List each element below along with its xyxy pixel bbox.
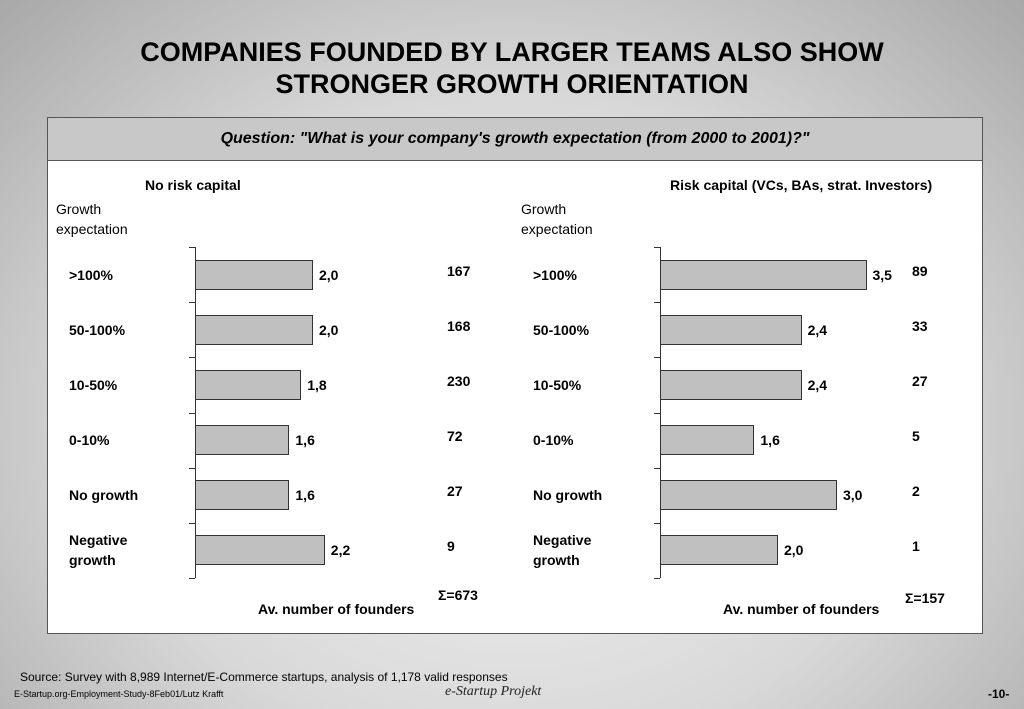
bar (660, 314, 802, 345)
axis-tick (654, 522, 660, 524)
bar (195, 314, 313, 345)
count-label: 2 (912, 483, 920, 500)
bar (660, 259, 867, 290)
y-axis-label: Growth expectation (56, 201, 128, 237)
chart-title: No risk capital (145, 177, 241, 193)
count-label: 33 (912, 317, 928, 334)
category-label: 0-10% (69, 432, 110, 449)
axis-tick (189, 302, 195, 304)
total-label: Σ=673 (438, 587, 478, 603)
category-label: No growth (69, 487, 139, 504)
chart-title: Risk capital (VCs, BAs, strat. Investors… (670, 177, 933, 193)
axis-tick (654, 302, 660, 304)
category-label: >100% (533, 266, 577, 283)
category-label: 50-100% (533, 321, 590, 338)
axis-tick (189, 247, 195, 248)
bar (195, 480, 290, 511)
total-label: Σ=157 (905, 590, 945, 606)
value-label: 2,0 (319, 321, 339, 338)
value-label: 3,5 (872, 266, 892, 283)
x-axis-label: Av. number of founders (258, 601, 415, 617)
category-label: 10-50% (69, 376, 118, 393)
value-label: 2,4 (807, 376, 828, 393)
footer: E-Startup.org-Employment-Study-8Feb01/Lu… (14, 689, 224, 699)
category-label: >100% (69, 266, 113, 283)
value-label: 2,0 (784, 542, 804, 559)
count-label: 9 (447, 538, 455, 555)
value-label: 3,0 (843, 487, 863, 504)
count-label: 167 (447, 262, 471, 279)
axis-tick (189, 578, 195, 579)
category-label: 10-50% (533, 376, 582, 393)
count-label: 89 (912, 262, 928, 279)
axis-tick (654, 578, 660, 579)
source: Source: Survey with 8,989 Internet/E-Com… (20, 670, 508, 684)
count-label: 230 (447, 372, 471, 389)
question: Question: "What is your company's growth… (48, 118, 982, 161)
axis-tick (654, 412, 660, 414)
bar (195, 425, 290, 456)
count-label: 168 (447, 317, 471, 334)
bar (660, 369, 802, 400)
category-label: Negative growth (533, 532, 592, 569)
value-label: 1,8 (307, 376, 327, 393)
bar (660, 425, 755, 456)
axis-tick (189, 412, 195, 414)
bar (660, 535, 778, 566)
count-label: 5 (912, 428, 920, 445)
axis-tick (189, 357, 195, 359)
category-label: Negative growth (69, 532, 128, 569)
value-label: 1,6 (295, 487, 315, 504)
chart-panel: Question: "What is your company's growth… (47, 117, 983, 634)
category-label: 0-10% (533, 432, 574, 449)
value-label: 2,2 (330, 542, 351, 559)
slide-title: COMPANIES FOUNDED BY LARGER TEAMS ALSO S… (140, 37, 884, 99)
axis (195, 247, 196, 578)
page-number: -10- (988, 687, 1010, 701)
category-label: No growth (533, 487, 603, 504)
bar (195, 259, 313, 290)
axis-tick (654, 247, 660, 248)
value-label: 2,0 (319, 266, 339, 283)
axis (660, 247, 661, 578)
count-label: 27 (447, 483, 463, 500)
bar (660, 480, 837, 511)
axis-tick (189, 467, 195, 469)
y-axis-label: Growth expectation (521, 201, 593, 237)
bar (195, 535, 325, 566)
x-axis-label: Av. number of founders (723, 601, 880, 617)
value-label: 1,6 (760, 432, 780, 449)
axis-tick (189, 522, 195, 524)
category-label: 50-100% (69, 321, 126, 338)
count-label: 72 (447, 428, 463, 445)
axis-tick (654, 467, 660, 469)
value-label: 2,4 (807, 321, 828, 338)
logo: e-Startup Projekt (445, 684, 542, 699)
bar (195, 369, 302, 400)
value-label: 1,6 (295, 432, 315, 449)
axis-tick (654, 357, 660, 359)
count-label: 1 (912, 538, 920, 555)
count-label: 27 (912, 372, 928, 389)
